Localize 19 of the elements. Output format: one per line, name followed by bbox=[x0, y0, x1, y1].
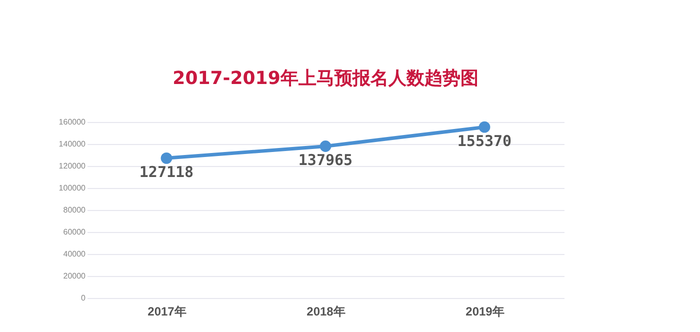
y-tick-label: 100000 bbox=[58, 184, 86, 192]
y-tick-label: 120000 bbox=[58, 162, 86, 170]
x-tick-label: 2017年 bbox=[148, 304, 186, 318]
point bbox=[160, 152, 172, 164]
data-label: 137965 bbox=[298, 151, 353, 170]
data-label: 155370 bbox=[457, 132, 512, 150]
chart-title: 2017-2019年上马预报名人数趋势图 bbox=[172, 68, 478, 89]
y-tick-label: 60000 bbox=[63, 228, 86, 236]
point bbox=[320, 140, 332, 152]
y-tick-label: 20000 bbox=[63, 272, 86, 280]
y-tick-label: 0 bbox=[81, 294, 86, 302]
y-tick-label: 160000 bbox=[58, 118, 86, 126]
y-tick-label: 80000 bbox=[63, 206, 86, 214]
y-tick-label: 40000 bbox=[63, 250, 86, 258]
x-tick-label: 2018年 bbox=[306, 304, 346, 318]
y-tick-label: 140000 bbox=[58, 140, 86, 148]
x-tick-label: 2019年 bbox=[466, 304, 504, 318]
data-label: 127118 bbox=[139, 163, 194, 182]
point bbox=[478, 121, 490, 133]
